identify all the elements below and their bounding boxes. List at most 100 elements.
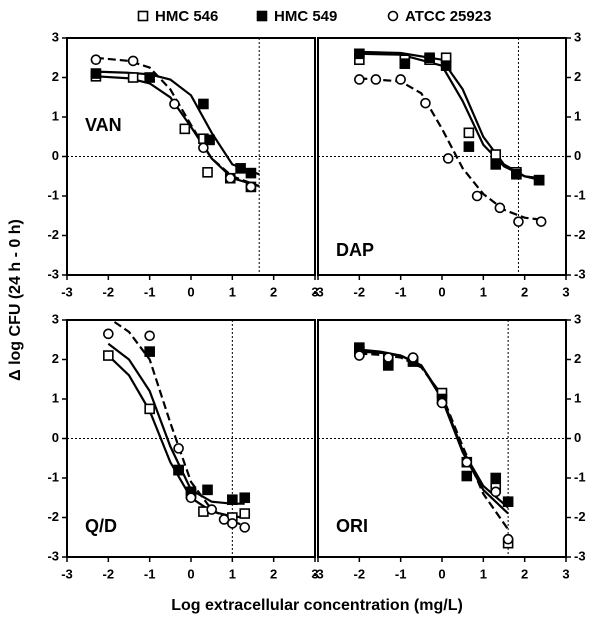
x-axis-title: Log extracellular concentration (mg/L) <box>171 597 463 614</box>
x-tick-label: -2 <box>103 566 115 581</box>
y-tick-label: 3 <box>574 29 581 44</box>
marker <box>198 142 209 154</box>
x-tick-label: 0 <box>187 284 194 299</box>
marker <box>137 10 149 22</box>
x-tick-label: 0 <box>438 284 445 299</box>
y-tick-label: 1 <box>52 390 59 405</box>
marker <box>179 123 191 135</box>
x-tick-label: 3 <box>311 566 318 581</box>
marker <box>494 202 506 214</box>
x-tick-label: 1 <box>229 566 236 581</box>
marker <box>399 58 411 69</box>
marker <box>502 496 514 508</box>
marker <box>206 504 217 515</box>
y-tick-label: -3 <box>574 548 586 563</box>
legend-label: HMC 549 <box>274 8 337 25</box>
legend-label: HMC 546 <box>155 8 218 25</box>
y-tick-label: -3 <box>47 548 59 563</box>
y-tick-label: -1 <box>574 469 586 484</box>
marker <box>395 74 406 85</box>
y-tick-label: 3 <box>574 311 581 326</box>
marker <box>173 464 184 476</box>
y-tick-label: -1 <box>47 187 59 202</box>
marker <box>461 456 473 468</box>
y-tick-label: 1 <box>52 108 59 123</box>
marker <box>235 163 246 174</box>
x-tick-label: 1 <box>229 284 236 299</box>
marker <box>256 10 268 22</box>
marker <box>436 397 448 409</box>
x-tick-label: 2 <box>270 284 277 299</box>
marker <box>502 533 514 545</box>
marker <box>103 350 114 361</box>
marker <box>387 10 399 22</box>
x-tick-label: -2 <box>103 284 115 299</box>
marker <box>354 350 365 361</box>
marker <box>461 470 473 482</box>
y-tick-label: -2 <box>47 509 59 524</box>
y-tick-label: -3 <box>574 266 586 281</box>
marker <box>127 72 139 83</box>
x-tick-label: 1 <box>480 284 487 299</box>
marker <box>169 98 180 110</box>
y-tick-label: 3 <box>52 311 59 326</box>
fit-curve <box>113 321 246 527</box>
x-tick-label: 0 <box>438 566 445 581</box>
marker <box>354 48 365 60</box>
marker <box>227 518 238 529</box>
x-tick-label: -2 <box>354 566 366 581</box>
y-tick-label: 0 <box>574 430 581 445</box>
x-tick-label: 2 <box>521 284 528 299</box>
marker <box>463 141 475 152</box>
x-tick-label: -1 <box>144 566 156 581</box>
y-tick-label: 2 <box>574 69 581 84</box>
marker <box>239 508 251 519</box>
marker <box>202 167 213 178</box>
panel-label: VAN <box>85 115 122 135</box>
marker <box>144 330 155 342</box>
y-tick-label: -2 <box>47 227 59 242</box>
fit-curve <box>359 348 509 509</box>
marker <box>144 72 155 83</box>
y-tick-label: 0 <box>574 148 581 163</box>
y-tick-label: 3 <box>52 29 59 44</box>
marker <box>442 153 454 164</box>
panel-label: Q/D <box>85 516 117 536</box>
y-tick-label: -1 <box>47 469 59 484</box>
y-tick-label: 2 <box>52 69 59 84</box>
marker <box>420 97 431 109</box>
marker <box>144 403 155 415</box>
marker <box>224 172 236 184</box>
marker <box>490 159 502 170</box>
y-tick-label: -2 <box>574 227 586 242</box>
marker <box>239 522 251 533</box>
marker <box>511 168 522 180</box>
x-tick-label: -3 <box>312 284 324 299</box>
panel-label: ORI <box>336 516 368 536</box>
fit-curve <box>359 352 510 531</box>
marker <box>471 190 483 202</box>
y-tick-label: 1 <box>574 390 581 405</box>
legend-label: ATCC 25923 <box>405 8 491 25</box>
marker <box>370 74 382 85</box>
marker <box>463 127 475 139</box>
marker <box>198 98 209 110</box>
y-tick-label: -2 <box>574 509 586 524</box>
marker <box>490 472 502 484</box>
fit-curve <box>107 342 245 505</box>
y-tick-label: 2 <box>574 351 581 366</box>
marker <box>127 55 139 67</box>
x-tick-label: 3 <box>562 284 569 299</box>
y-axis-title: Δ log CFU (24 h - 0 h) <box>7 219 24 381</box>
marker <box>490 149 502 160</box>
x-tick-label: -1 <box>144 284 156 299</box>
x-tick-label: -3 <box>61 566 73 581</box>
marker <box>204 134 215 146</box>
marker <box>173 443 184 454</box>
x-tick-label: -3 <box>61 284 73 299</box>
marker <box>490 486 502 498</box>
marker <box>424 52 435 64</box>
x-tick-label: 3 <box>562 566 569 581</box>
marker <box>535 216 547 227</box>
